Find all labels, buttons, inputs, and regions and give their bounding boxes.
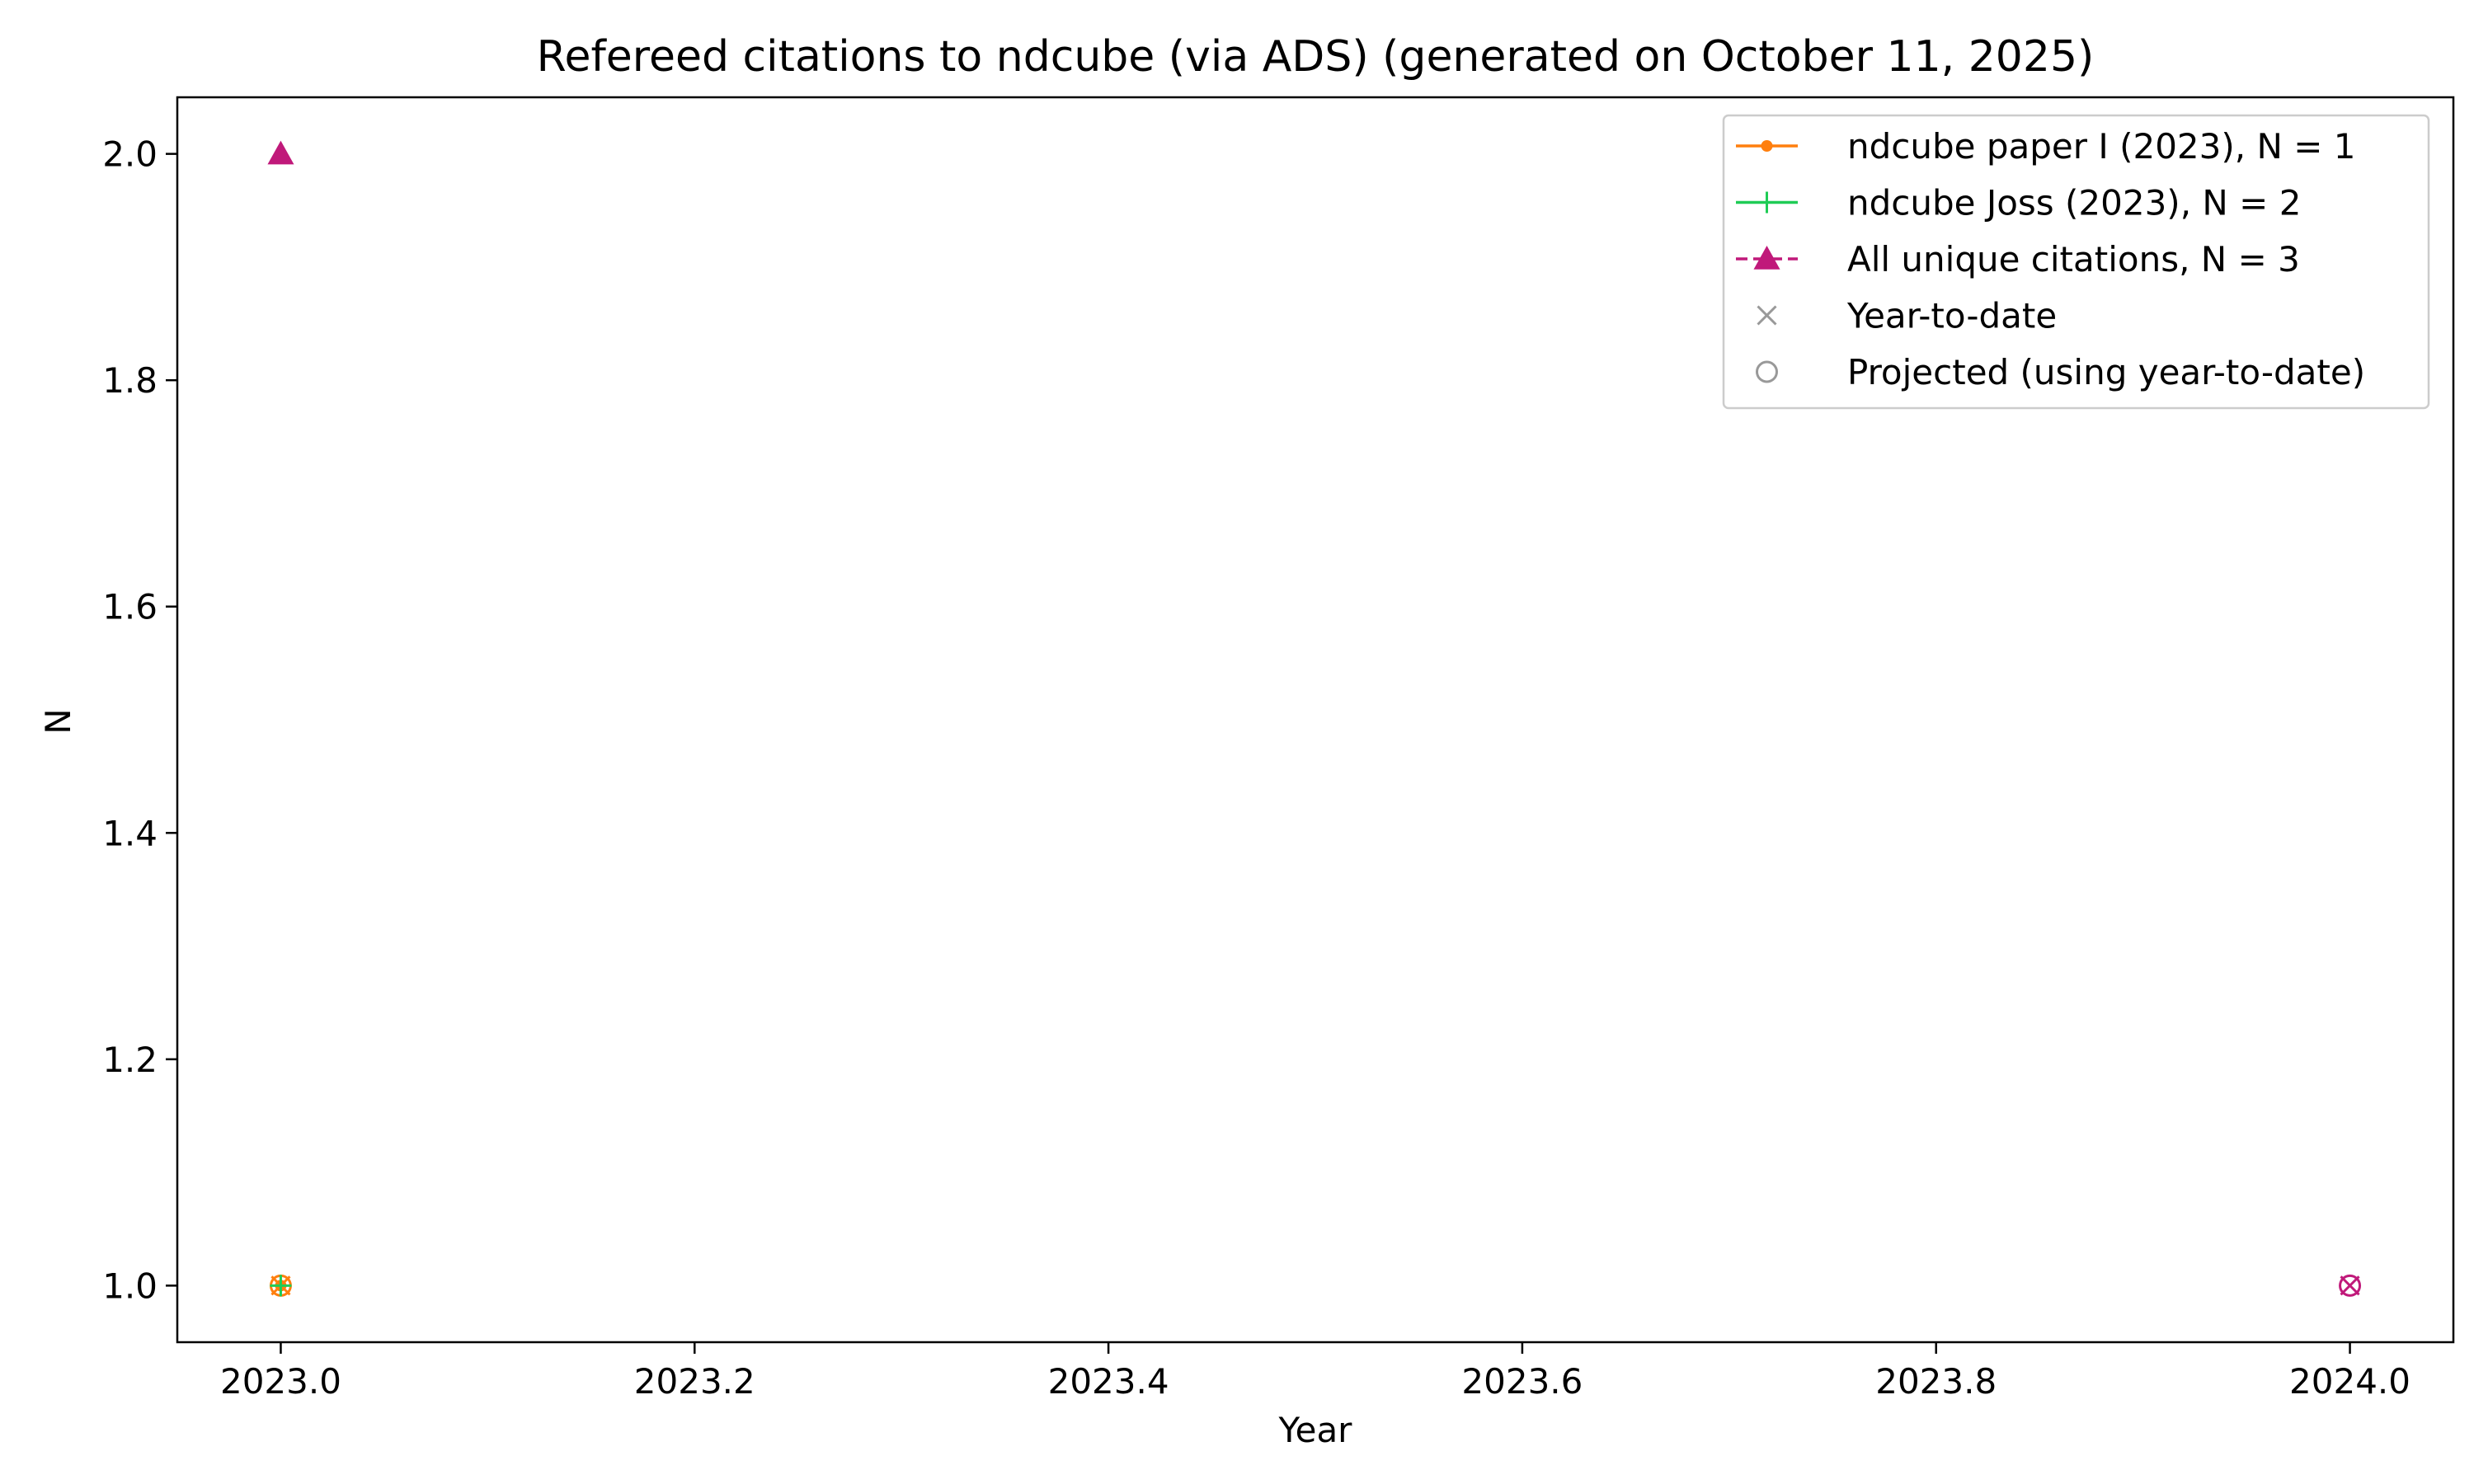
legend-label: Year-to-date [1846,296,2057,336]
legend-entry: Year-to-date [1757,296,2057,336]
legend: ndcube paper I (2023), N = 1 ndcube Joss … [1722,114,2430,410]
legend-label: ndcube Joss (2023), N = 2 [1847,183,2301,223]
legend-label: Projected (using year-to-date) [1847,352,2365,392]
legend-marker-x [1757,305,1777,326]
legend-box [1722,114,2430,410]
data-point-triangle [267,140,294,165]
legend-marker-triangle [1753,246,1780,270]
legend-marker-x-b [1757,305,1777,326]
data-point-plus [270,1275,292,1297]
y-tick-label: 1.0 [102,1266,158,1306]
series-2 [270,1275,292,1297]
legend-label: ndcube paper I (2023), N = 1 [1847,126,2356,167]
x-tick-label: 2023.0 [220,1361,341,1402]
data-point-x-ytd-b [2340,1275,2360,1296]
y-tick-label: 1.8 [102,360,158,401]
chart-title: Refereed citations to ndcube (via ADS) (… [537,32,2095,82]
legend-entry: ndcube Joss (2023), N = 2 [1736,183,2301,223]
series-3 [267,140,2362,1297]
x-axis-label: Year [1278,1410,1353,1450]
legend-entry: ndcube paper I (2023), N = 1 [1736,126,2356,167]
x-tick-label: 2023.6 [1461,1361,1583,1402]
y-axis: 1.0 1.2 1.4 1.6 1.8 2.0 [102,134,177,1306]
legend-entry: Projected (using year-to-date) [1756,352,2365,392]
y-tick-label: 1.6 [102,587,158,627]
x-tick-label: 2023.4 [1048,1361,1169,1402]
x-tick-label: 2023.8 [1875,1361,1997,1402]
x-tick-label: 2024.0 [2289,1361,2411,1402]
y-tick-label: 1.4 [102,813,158,853]
y-tick-label: 1.2 [102,1040,158,1080]
data-point-o-projected [2339,1274,2362,1297]
legend-marker-circle [1756,360,1778,383]
x-tick-label: 2023.2 [634,1361,755,1402]
axes-frame [176,96,2455,1344]
y-axis-label: N [38,708,78,734]
legend-entry: All unique citations, N = 3 [1736,239,2300,279]
legend-marker-plus [1756,191,1778,214]
data-point-x-ytd [2340,1275,2360,1296]
legend-marker-dot [1761,140,1773,152]
legend-label: All unique citations, N = 3 [1847,239,2300,279]
plot-area [267,140,2362,1297]
x-axis: 2023.0 2023.2 2023.4 2023.6 2023.8 2024.0 [220,1342,2411,1402]
y-tick-label: 2.0 [102,134,158,175]
